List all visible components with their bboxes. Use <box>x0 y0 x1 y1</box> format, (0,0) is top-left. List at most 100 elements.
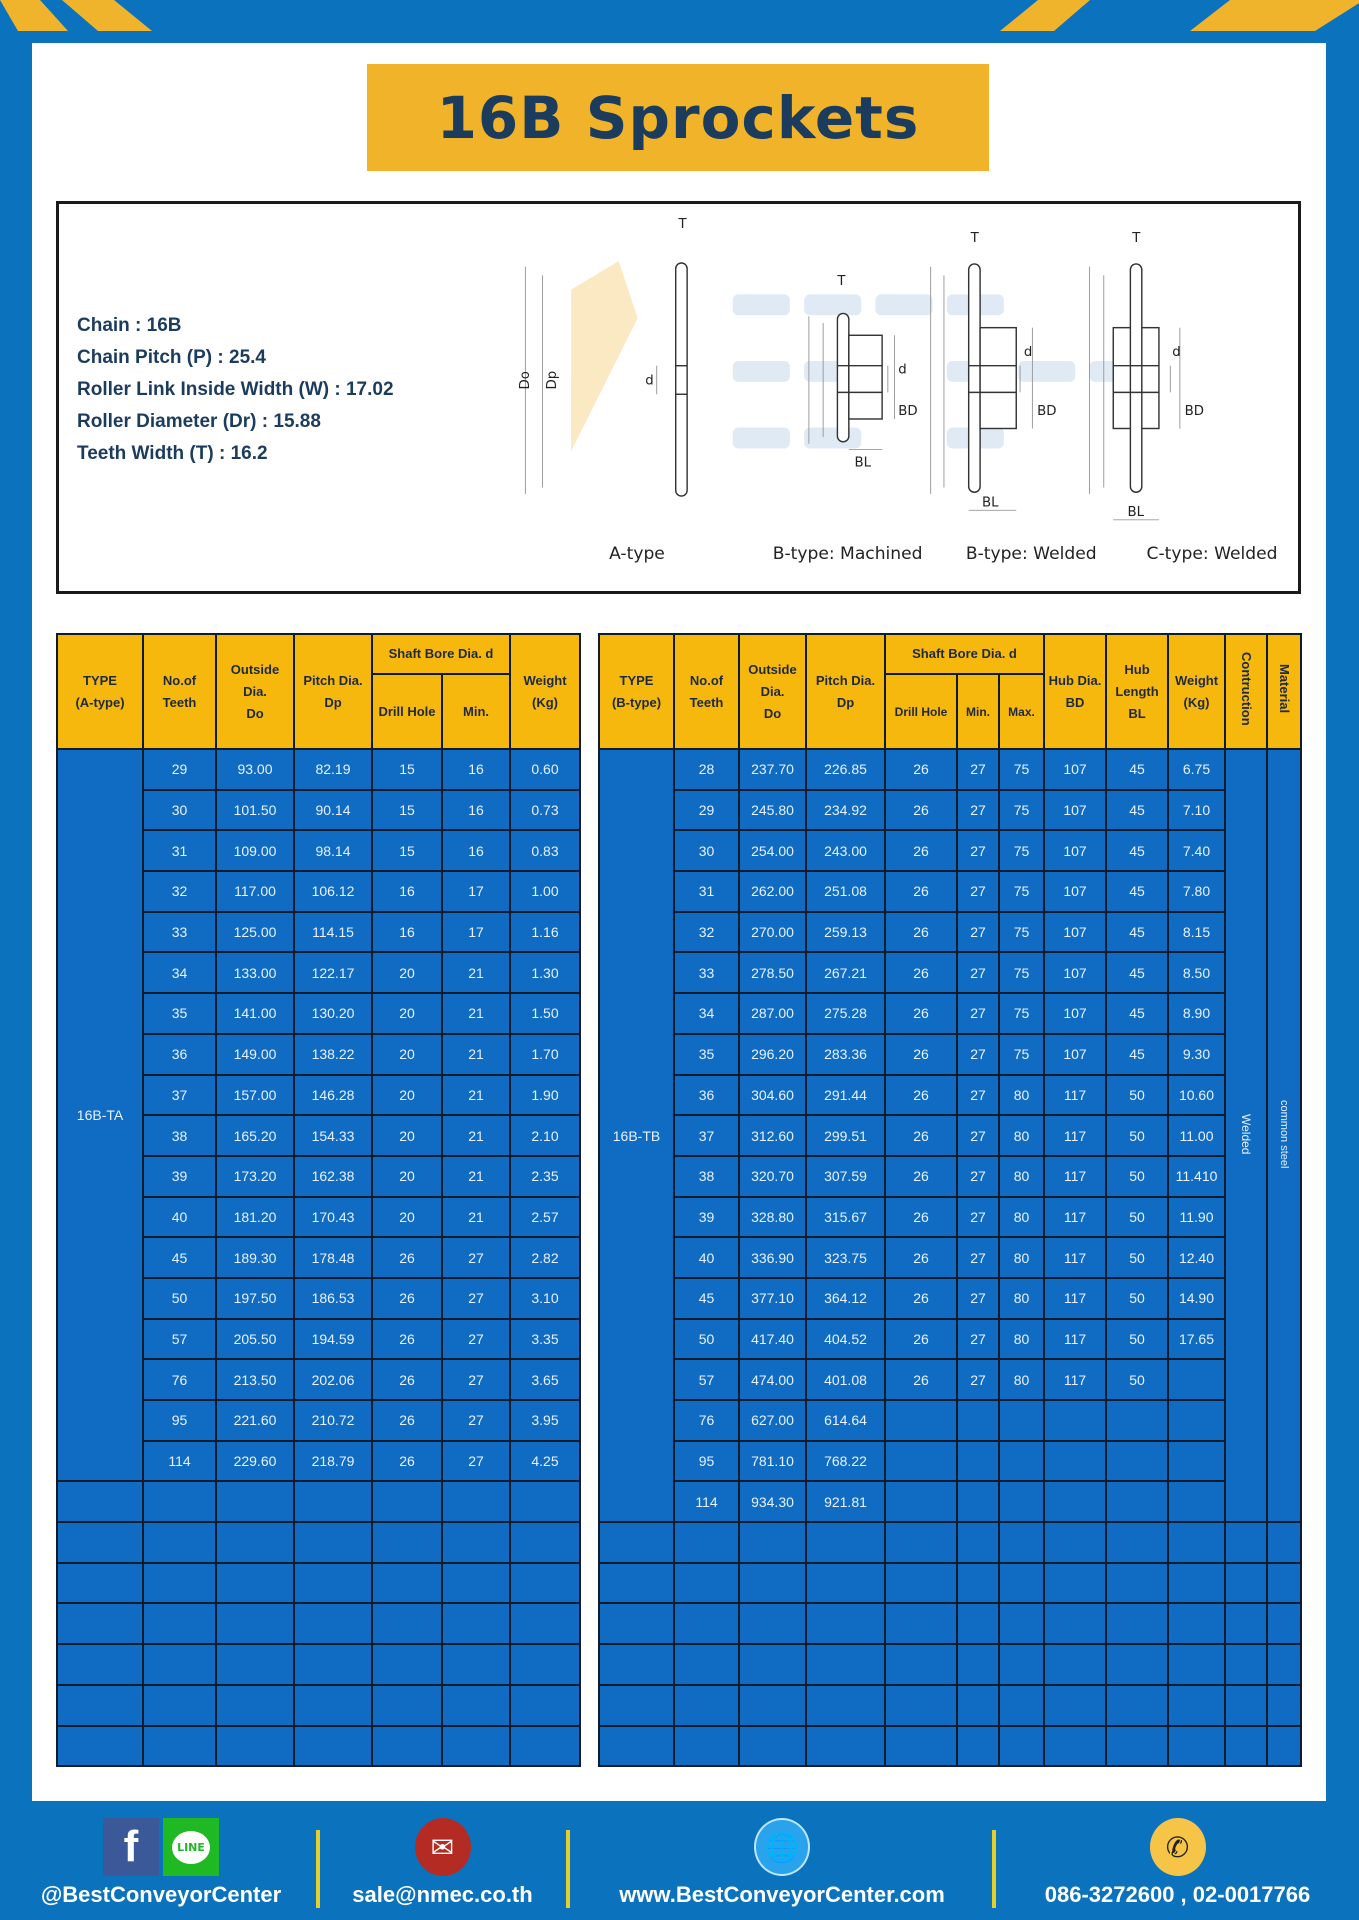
empty-cell <box>1043 1683 1107 1727</box>
line-icon[interactable]: LINE <box>163 1818 219 1876</box>
phone-numbers: 086-3272600 , 02-0017766 <box>1044 1882 1311 1907</box>
empty-row <box>598 1602 1302 1646</box>
cell-pitch-dia: 114.15 <box>293 910 373 954</box>
cell-max-bore: 80 <box>998 1317 1045 1361</box>
empty-cell <box>56 1724 144 1768</box>
empty-cell <box>142 1724 217 1768</box>
cell-max-bore: 75 <box>998 992 1045 1035</box>
cell-pitch-dia: 98.14 <box>293 829 373 873</box>
cell-min-bore: 21 <box>441 1114 511 1157</box>
cell-weight: 14.90 <box>1167 1276 1226 1320</box>
cell-outside-dia: 109.00 <box>215 829 295 873</box>
cell-pitch-dia: 218.79 <box>293 1439 373 1483</box>
empty-cell <box>884 1602 958 1646</box>
empty-cell <box>673 1602 740 1646</box>
empty-cell <box>598 1561 675 1605</box>
cell-pitch-dia: 178.48 <box>293 1236 373 1279</box>
cell-pitch-dia: 186.53 <box>293 1276 373 1320</box>
cell-min-bore: 21 <box>441 1073 511 1117</box>
cell-min-bore: 27 <box>956 1317 1000 1361</box>
cell-pitch-dia: 170.43 <box>293 1195 373 1239</box>
empty-cell <box>293 1602 373 1646</box>
cell-max-bore: 75 <box>998 829 1045 873</box>
header-drill-hole: Drill Hole <box>884 673 958 750</box>
dim-label-t: T <box>1131 231 1141 246</box>
cell-min-bore: 27 <box>956 992 1000 1035</box>
header-teeth: No.of Teeth <box>673 633 740 750</box>
website-contact[interactable]: 🌐 www.BestConveyorCenter.com <box>582 1806 982 1920</box>
cell-min-bore <box>956 1439 1000 1483</box>
cell-teeth: 28 <box>673 748 740 791</box>
empty-cell <box>509 1683 581 1727</box>
cell-teeth: 36 <box>142 1032 217 1076</box>
cell-min-bore: 21 <box>441 951 511 995</box>
facebook-icon[interactable]: f <box>103 1818 159 1876</box>
table-row: 37 157.00 146.28 20 21 1.90 <box>57 1073 581 1117</box>
cell-pitch-dia: 194.59 <box>293 1317 373 1361</box>
cell-weight: 11.00 <box>1167 1114 1226 1157</box>
cell-outside-dia: 221.60 <box>215 1399 295 1442</box>
cell-weight: 1.00 <box>509 870 581 913</box>
decor-stripe <box>62 0 152 31</box>
cell-outside-dia: 254.00 <box>738 829 807 873</box>
empty-cell <box>441 1643 511 1686</box>
empty-cell <box>805 1643 886 1686</box>
cell-weight: 6.75 <box>1167 748 1226 791</box>
cell-min-bore: 27 <box>441 1358 511 1401</box>
empty-cell <box>293 1521 373 1564</box>
empty-row <box>56 1521 581 1564</box>
website-link[interactable]: www.BestConveyorCenter.com <box>619 1882 945 1907</box>
cell-weight: 8.15 <box>1167 910 1226 954</box>
empty-cell <box>293 1724 373 1768</box>
cell-min-bore: 17 <box>441 910 511 954</box>
table-row: 114 934.30 921.81 <box>599 1480 1301 1524</box>
empty-cell <box>56 1643 144 1686</box>
empty-row <box>56 1724 581 1768</box>
cell-min-bore: 27 <box>441 1439 511 1483</box>
cell-teeth: 31 <box>673 870 740 913</box>
empty-cell <box>956 1724 1000 1768</box>
table-row: 29 245.80 234.92 26 27 75 107 45 7.10 <box>599 788 1301 832</box>
empty-cell <box>509 1561 581 1605</box>
cell-weight: 11.90 <box>1167 1195 1226 1239</box>
cell-outside-dia: 287.00 <box>738 992 807 1035</box>
empty-row <box>56 1602 581 1646</box>
cell-pitch-dia: 401.08 <box>805 1358 886 1401</box>
cell-hub-dia: 117 <box>1043 1317 1107 1361</box>
cell-pitch-dia: 210.72 <box>293 1399 373 1442</box>
phone-contact[interactable]: ✆ 086-3272600 , 02-0017766 <box>1010 1806 1345 1920</box>
b-type-table: TYPE (B-type) No.of Teeth Outside Dia. Do Pi… <box>598 633 1302 1768</box>
empty-row <box>598 1561 1302 1605</box>
spec-chain-pitch: Chain Pitch (P) : 25.4 <box>77 347 266 368</box>
empty-cell <box>805 1724 886 1768</box>
cell-max-bore: 80 <box>998 1195 1045 1239</box>
cell-min-bore: 27 <box>441 1236 511 1279</box>
cell-pitch-dia: 130.20 <box>293 992 373 1035</box>
empty-cell <box>1167 1724 1226 1768</box>
cell-drill-hole <box>884 1399 958 1442</box>
social-contact[interactable]: f LINE @BestConveyorCenter <box>22 1806 300 1920</box>
cell-pitch-dia: 323.75 <box>805 1236 886 1279</box>
cell-teeth: 50 <box>142 1276 217 1320</box>
material-value: common steel <box>1278 1099 1290 1169</box>
empty-cell <box>738 1643 807 1686</box>
cell-pitch-dia: 267.21 <box>805 951 886 995</box>
empty-cell <box>1167 1561 1226 1605</box>
email-contact[interactable]: ✉ sale@nmec.co.th <box>330 1806 555 1920</box>
cell-teeth: 50 <box>673 1317 740 1361</box>
cell-drill-hole: 26 <box>884 992 958 1035</box>
cell-min-bore: 21 <box>441 1154 511 1198</box>
empty-cell <box>441 1521 511 1564</box>
cell-drill-hole: 15 <box>371 829 443 873</box>
empty-cell <box>738 1724 807 1768</box>
cell-min-bore: 21 <box>441 992 511 1035</box>
email-link[interactable]: sale@nmec.co.th <box>352 1882 533 1907</box>
empty-cell <box>884 1521 958 1564</box>
cell-hub-length <box>1105 1480 1169 1524</box>
table-row: 31 262.00 251.08 26 27 75 107 45 7.80 <box>599 870 1301 913</box>
cell-hub-dia: 117 <box>1043 1358 1107 1401</box>
empty-cell <box>1167 1683 1226 1727</box>
caption-b-machined: B-type: Machined <box>773 544 923 564</box>
cell-hub-dia: 117 <box>1043 1114 1107 1157</box>
header-outside-dia: Outside Dia. Do <box>738 633 807 750</box>
